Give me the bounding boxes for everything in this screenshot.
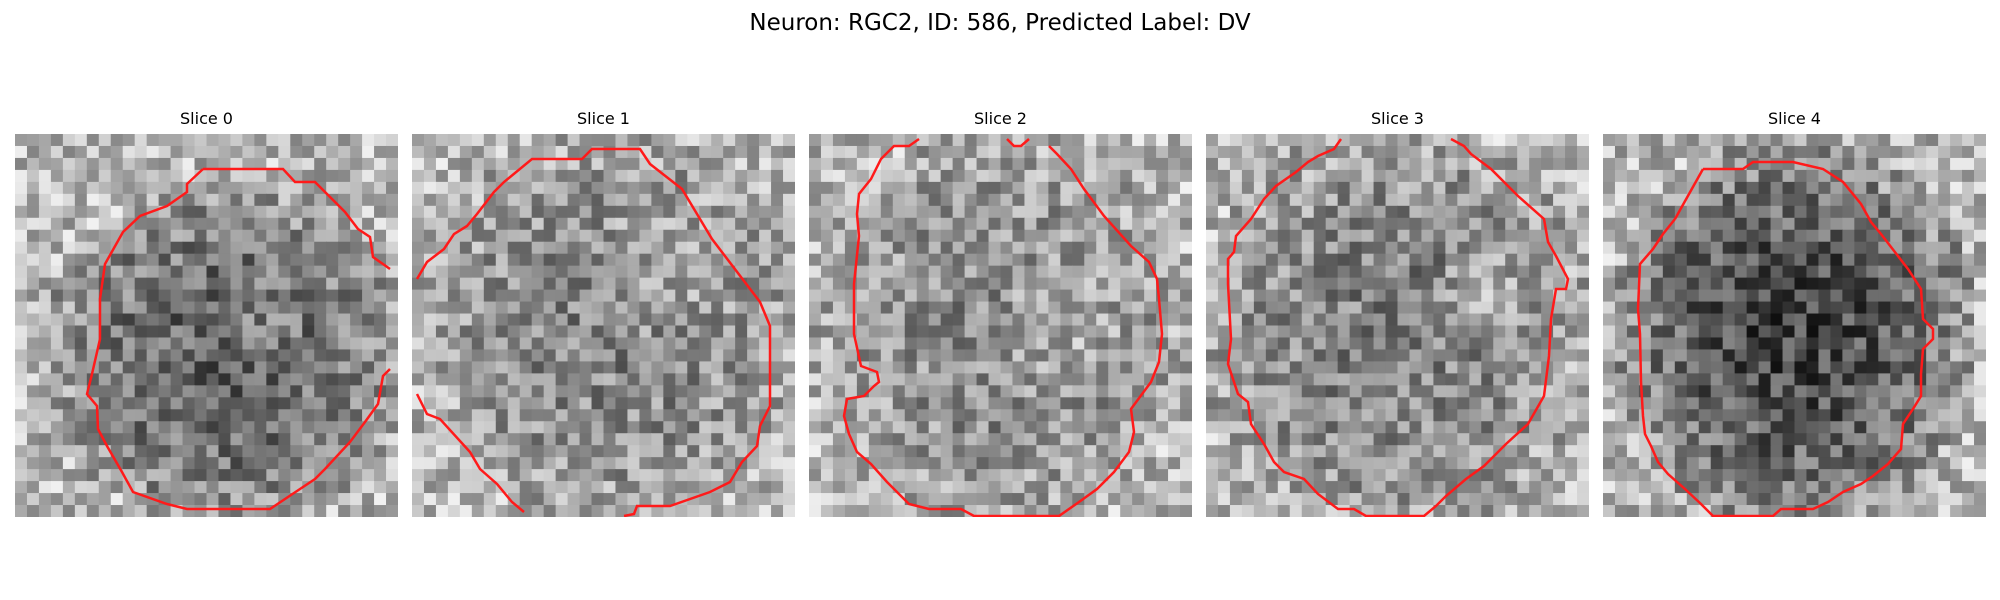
segmentation-contour — [1006, 138, 1030, 148]
microscopy-slice-image — [1206, 134, 1589, 517]
segmentation-contour — [1636, 160, 1935, 517]
segmentation-contour — [415, 393, 525, 513]
segmentation-contour — [415, 147, 772, 517]
segmentation-contour — [203, 167, 391, 271]
slice-title: Slice 0 — [180, 109, 233, 128]
slice-title: Slice 3 — [1371, 109, 1424, 128]
segmentation-contour — [1226, 137, 1570, 517]
microscopy-slice-image — [412, 134, 795, 517]
slice-title: Slice 4 — [1768, 109, 1821, 128]
grayscale-pixels — [412, 134, 795, 517]
microscopy-slice-image — [1603, 134, 1986, 517]
slice-title: Slice 2 — [974, 109, 1027, 128]
grayscale-pixels — [809, 134, 1192, 517]
segmentation-contour — [842, 137, 1164, 517]
grayscale-pixels — [15, 134, 398, 517]
segmentation-contour — [1673, 168, 1705, 220]
microscopy-slice-image — [15, 134, 398, 517]
grayscale-pixels — [1206, 134, 1589, 517]
segmentation-contour — [85, 168, 391, 511]
grayscale-pixels — [1603, 134, 1986, 517]
slice-title: Slice 1 — [577, 109, 630, 128]
figure-title: Neuron: RGC2, ID: 586, Predicted Label: … — [749, 10, 1251, 36]
microscopy-slice-image — [809, 134, 1192, 517]
